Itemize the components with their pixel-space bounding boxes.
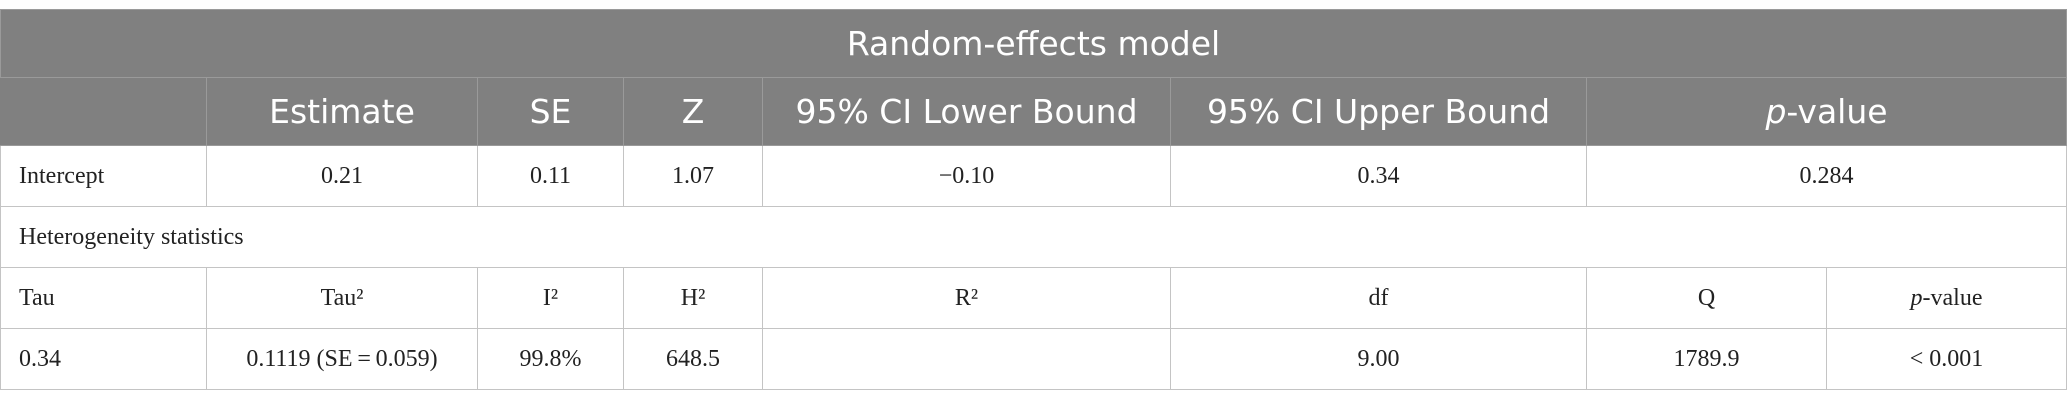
cell: Tau² (206, 267, 478, 329)
italic: p (1910, 284, 1923, 311)
header-cell (0, 77, 207, 146)
text: -value (1922, 284, 1983, 311)
cell: 0.284 (1585, 145, 2067, 207)
cell: 99.8% (477, 328, 624, 390)
cell: Tau (0, 267, 207, 329)
header-cell: 95% CI Lower Bound (762, 77, 1171, 146)
cell: 0.34 (1170, 145, 1587, 207)
header-cell: 95% CI Upper Bound (1170, 77, 1587, 146)
text: -value (1786, 92, 1888, 131)
intercept-row: Intercept 0.21 0.11 1.07 −0.10 0.34 0.28… (0, 145, 2067, 207)
cell: 0.1119 (SE = 0.059) (206, 328, 478, 390)
cell: 1.07 (623, 145, 763, 207)
table-title: Random-effects model (0, 9, 2067, 78)
header-row: Estimate SE Z 95% CI Lower Bound 95% CI … (0, 77, 2067, 146)
cell: Q (1586, 267, 1827, 329)
results-table: Random-effects model Estimate SE Z 95% C… (0, 9, 2067, 390)
cell: 1789.9 (1586, 328, 1827, 390)
header-cell: Z (623, 77, 763, 146)
header-cell: Estimate (206, 77, 478, 146)
cell: 0.34 (0, 328, 207, 390)
cell: p-value (1825, 267, 2067, 329)
header-cell: p-value (1585, 77, 2067, 146)
cell: df (1170, 267, 1587, 329)
title-row: Random-effects model (0, 9, 2067, 78)
cell: I² (477, 267, 624, 329)
header-cell: SE (477, 77, 624, 146)
cell: 0.21 (206, 145, 478, 207)
section-row: Heterogeneity statistics (0, 206, 2067, 268)
cell: −0.10 (762, 145, 1171, 207)
cell: 9.00 (1170, 328, 1587, 390)
cell (762, 328, 1171, 390)
cell: 648.5 (623, 328, 763, 390)
section-title: Heterogeneity statistics (0, 206, 2067, 268)
cell: H² (623, 267, 763, 329)
value-row: 0.34 0.1119 (SE = 0.059) 99.8% 648.5 9.0… (0, 328, 2067, 390)
row-label: Intercept (0, 145, 207, 207)
italic: p (1765, 92, 1787, 131)
cell: 0.11 (477, 145, 624, 207)
cell: R² (762, 267, 1171, 329)
cell: < 0.001 (1825, 328, 2067, 390)
label-row: Tau Tau² I² H² R² df Q p-value (0, 267, 2067, 329)
